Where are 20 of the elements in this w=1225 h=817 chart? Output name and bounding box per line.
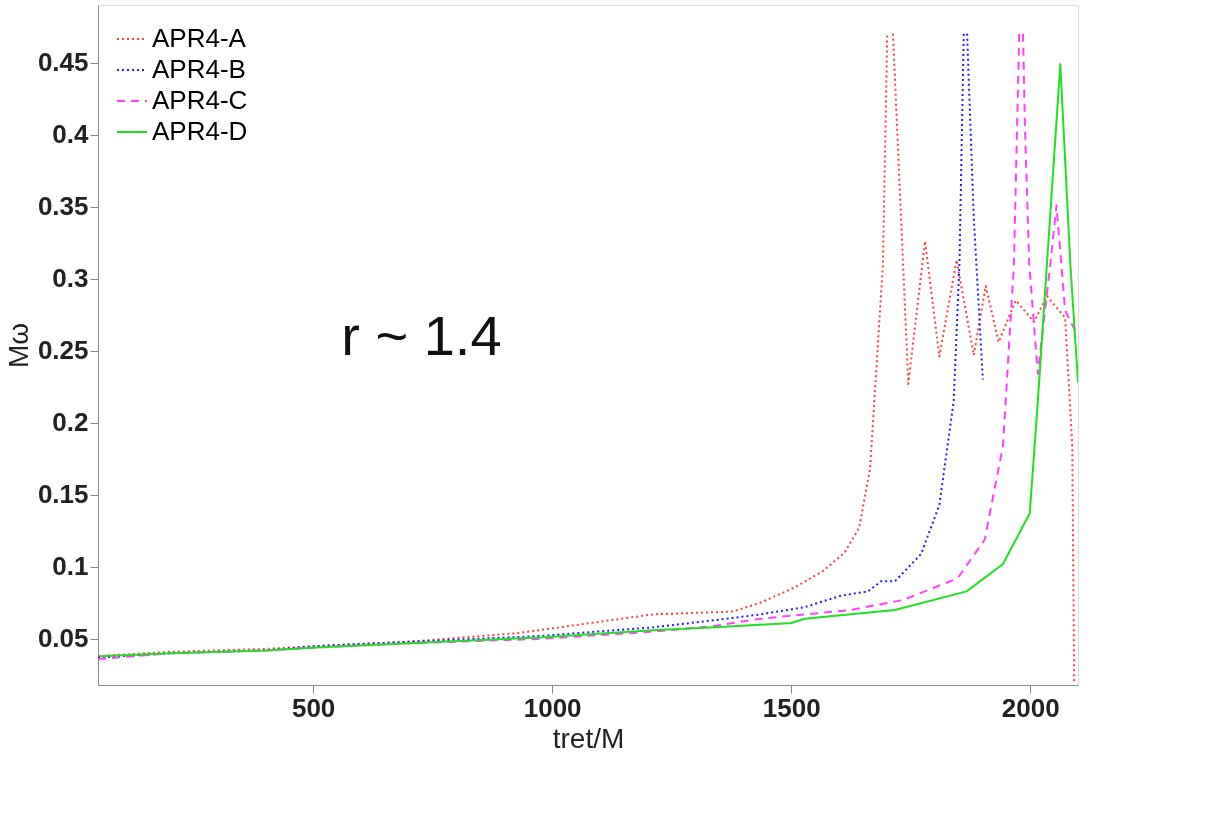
x-tick-label: 2000 [1001, 692, 1060, 723]
y-tick-label: 0.15 [37, 479, 89, 510]
x-tick-label: 500 [291, 692, 336, 723]
y-tick-label: 0.2 [52, 407, 89, 438]
legend-label: APR4-C [152, 85, 248, 115]
x-tick-label: 1000 [523, 692, 582, 723]
legend-label: APR4-D [152, 116, 248, 146]
y-tick-label: 0.4 [52, 119, 90, 150]
y-axis-title: Mω [2, 322, 34, 369]
legend-label: APR4-A [152, 23, 247, 53]
y-tick-label: 0.35 [37, 191, 89, 222]
y-tick-label: 0.05 [37, 623, 89, 654]
y-tick-label: 0.1 [52, 551, 89, 582]
legend-label: APR4-B [152, 54, 246, 84]
y-tick-label: 0.45 [37, 47, 89, 78]
x-axis-title: tret/M [552, 722, 625, 754]
y-tick-label: 0.3 [52, 263, 89, 294]
x-tick-label: 1500 [762, 692, 821, 723]
annotation: r ~ 1.4 [341, 304, 502, 368]
y-tick-label: 0.25 [37, 335, 89, 366]
